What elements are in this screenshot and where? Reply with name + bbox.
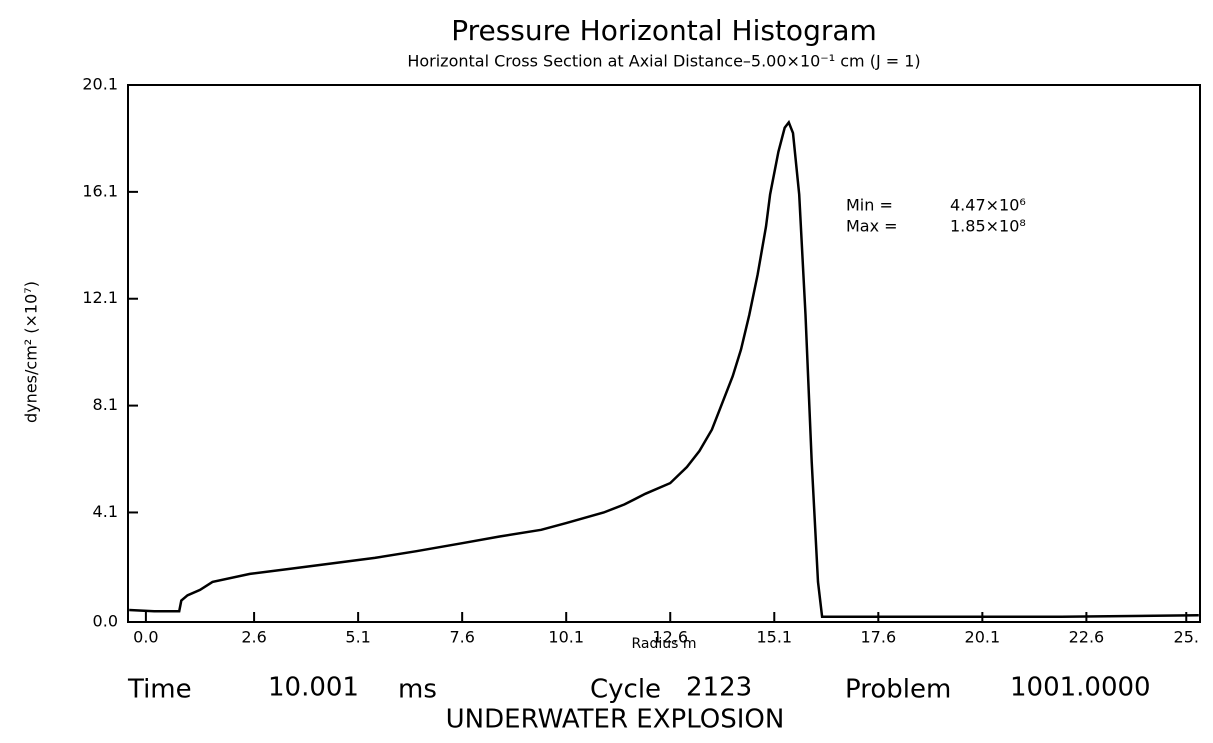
annotation: 1.85×10⁸ — [950, 217, 1026, 236]
x-tick-label: 0.0 — [133, 628, 158, 647]
footer-text: 10.001 — [268, 673, 359, 703]
annotation: Max = — [846, 217, 898, 236]
x-tick-label: 2.6 — [241, 628, 266, 647]
y-tick-label: 16.1 — [82, 181, 118, 200]
y-axis-label: dynes/cm² (×10⁷) — [22, 281, 41, 423]
annotation: Min = — [846, 196, 893, 215]
chart-title: Pressure Horizontal Histogram — [451, 14, 877, 47]
y-tick-label: 12.1 — [82, 288, 118, 307]
footer-text: Time — [127, 675, 192, 705]
x-axis-label: Radius m — [631, 636, 696, 652]
caption: UNDERWATER EXPLOSION — [446, 705, 785, 735]
footer-text: 1001.0000 — [1010, 673, 1151, 703]
footer-text: 2123 — [686, 673, 752, 703]
y-tick-label: 0.0 — [93, 612, 118, 631]
x-tick-label: 7.6 — [449, 628, 474, 647]
footer-text: Problem — [845, 675, 951, 705]
y-tick-label: 4.1 — [93, 502, 118, 521]
chart-subtitle: Horizontal Cross Section at Axial Distan… — [407, 52, 920, 71]
footer-text: Cycle — [590, 675, 661, 705]
x-tick-label: 10.1 — [548, 628, 584, 647]
x-tick-label: 15.1 — [756, 628, 792, 647]
x-tick-label: 5.1 — [345, 628, 370, 647]
footer-text: ms — [398, 675, 437, 705]
data-line — [129, 119, 1199, 618]
y-tick-label: 20.1 — [82, 75, 118, 94]
x-tick-label: 12.6 — [652, 628, 688, 647]
x-tick-label: 22.6 — [1069, 628, 1105, 647]
annotation: 4.47×10⁶ — [950, 196, 1026, 215]
plot-frame — [127, 84, 1201, 623]
x-tick-label: 20.1 — [965, 628, 1001, 647]
x-tick-label: 17.6 — [861, 628, 897, 647]
x-tick-label: 25. — [1174, 628, 1199, 647]
y-tick-label: 8.1 — [93, 395, 118, 414]
